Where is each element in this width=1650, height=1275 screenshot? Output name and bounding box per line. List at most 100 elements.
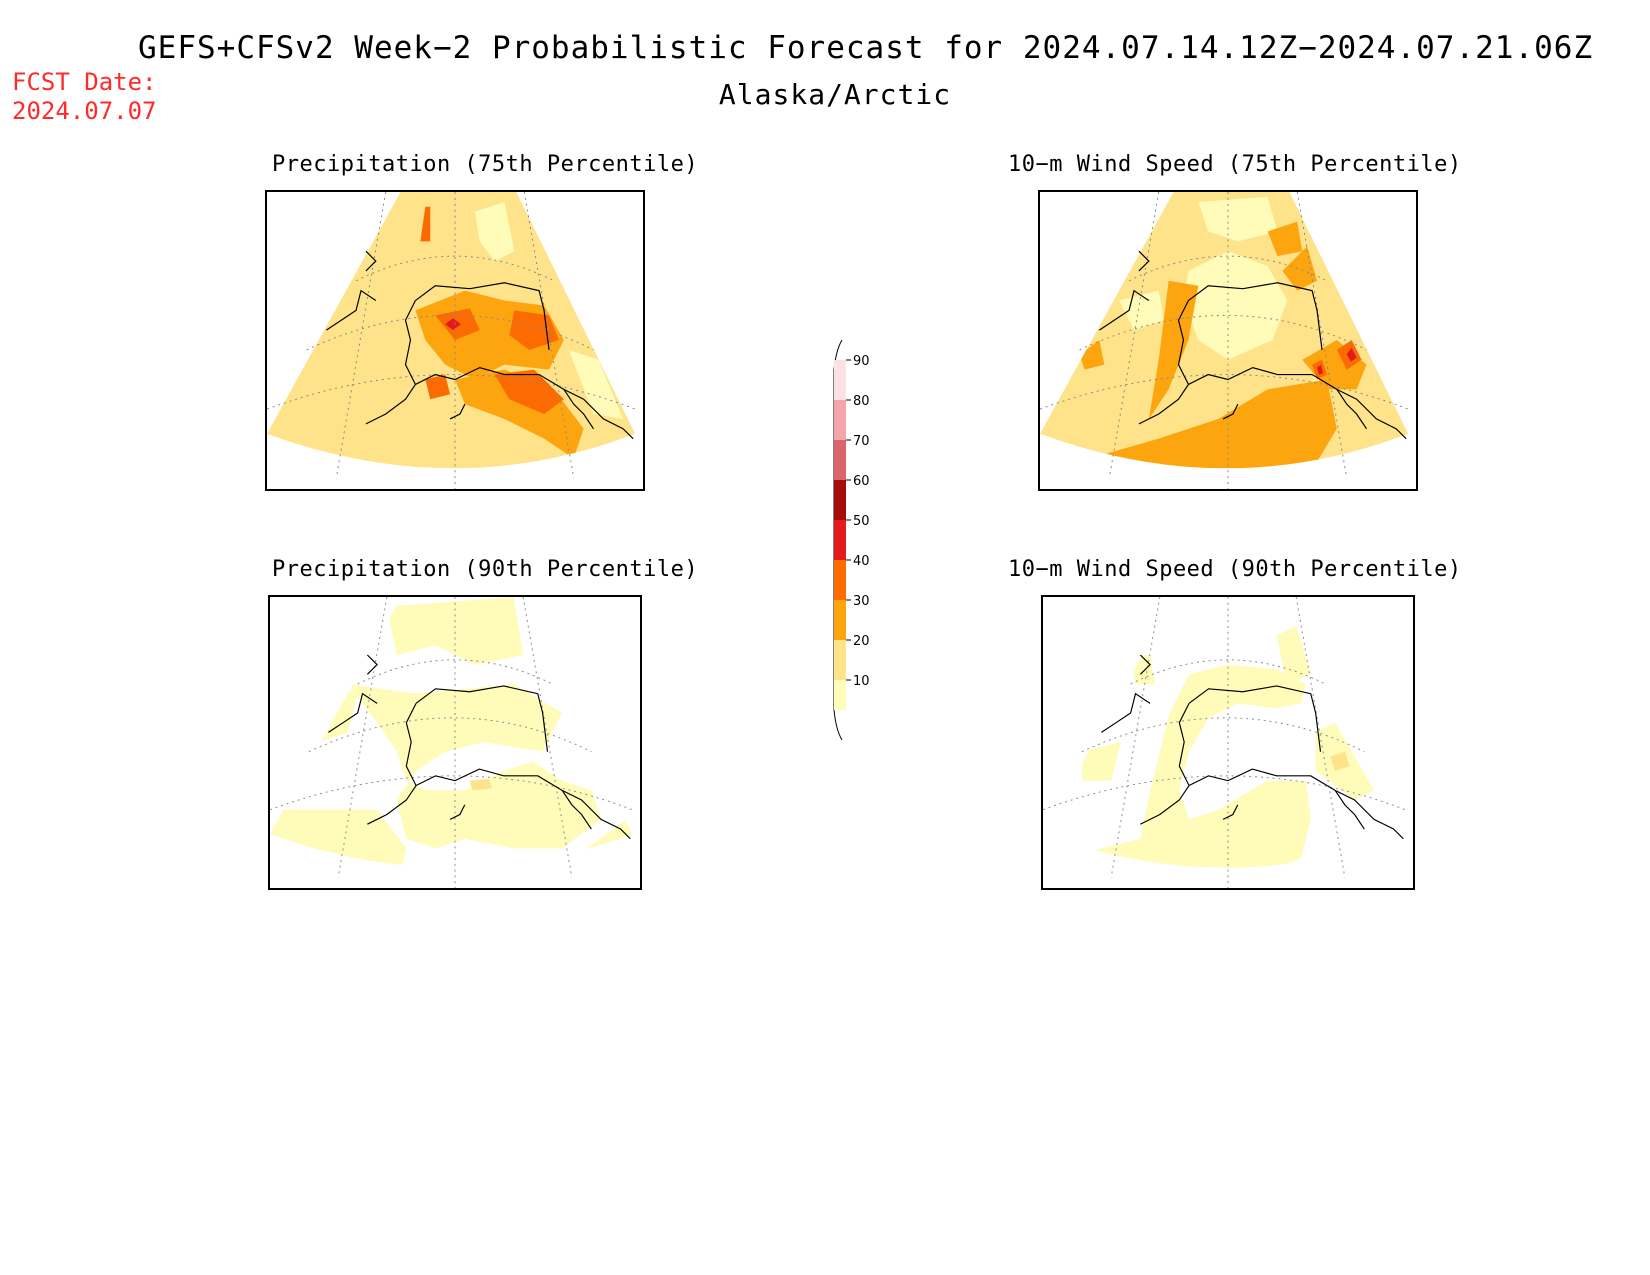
map-shape [1296, 192, 1348, 479]
forecast-date-block: FCST Date: 2024.07.07 [12, 68, 157, 126]
map-shape [386, 597, 524, 665]
map-shape [1138, 250, 1150, 272]
map-shape [532, 809, 633, 868]
map-shape [365, 300, 417, 425]
map-shape [1139, 654, 1151, 675]
map-shape [449, 804, 466, 820]
map-shape [1222, 804, 1239, 820]
wind90-title: 10−m Wind Speed (90th Percentile) [1008, 557, 1462, 582]
map-shape [1276, 626, 1311, 685]
map-shape [1043, 775, 1406, 811]
colorbar-swatch-30 [834, 600, 846, 640]
main-title: GEFS+CFSv2 Week−2 Probabilistic Forecast… [138, 30, 1594, 66]
map-shape [561, 790, 592, 830]
map-shape [1188, 367, 1407, 440]
map-shape [425, 374, 451, 400]
map-shape [1040, 374, 1409, 410]
map-shape [1108, 192, 1160, 479]
colorbar-label-50: 50 [853, 514, 870, 529]
map-shape [357, 659, 553, 685]
colorbar-swatch-90 [834, 360, 846, 400]
colorbar-swatch-80 [834, 400, 846, 440]
wind90-map [1041, 595, 1415, 890]
map-shape [1101, 692, 1151, 733]
map-shape [267, 374, 636, 410]
map-shape [1188, 282, 1323, 350]
map-shape [355, 255, 555, 282]
map-shape [563, 389, 595, 430]
map-shape [1081, 742, 1121, 781]
colorbar-label-40: 40 [853, 554, 870, 569]
wind75-title: 10−m Wind Speed (75th Percentile) [1008, 152, 1462, 177]
map-shape [1089, 379, 1337, 469]
forecast-date-label: FCST Date: [12, 68, 157, 96]
map-shape [420, 206, 431, 242]
map-shape [469, 778, 492, 791]
map-shape [1336, 389, 1368, 430]
forecast-date-value: 2024.07.07 [12, 97, 157, 125]
map-shape [1188, 768, 1404, 840]
map-shape [326, 289, 377, 331]
map-shape [1334, 790, 1365, 830]
map-shape [270, 809, 407, 868]
map-shape [1128, 255, 1328, 282]
map-shape [415, 367, 634, 440]
map-shape [445, 318, 461, 331]
map-shape [1188, 685, 1322, 752]
map-shape [1317, 364, 1323, 375]
map-shape [1119, 290, 1164, 331]
probability-colorbar: 10 20 30 40 50 60 70 80 90 [820, 330, 900, 750]
map-shape [568, 349, 624, 419]
map-shape [1346, 347, 1357, 362]
map-shape [415, 768, 631, 840]
map-shape [1110, 597, 1161, 878]
map-shape [365, 250, 377, 272]
colorbar-label-10: 10 [853, 674, 870, 689]
map-shape [366, 654, 378, 675]
map-shape [1148, 280, 1199, 419]
wind75-map [1038, 190, 1418, 491]
map-shape [335, 192, 387, 479]
map-shape [523, 192, 575, 479]
colorbar-swatch-40 [834, 560, 846, 600]
colorbar-label-60: 60 [853, 474, 870, 489]
colorbar-shape [846, 359, 851, 681]
region-subtitle: Alaska/Arctic [718, 78, 952, 111]
precip90-map [268, 595, 642, 890]
colorbar-swatch-70 [834, 440, 846, 480]
map-shape [1062, 664, 1311, 868]
precip75-title: Precipitation (75th Percentile) [272, 152, 699, 177]
colorbar-swatch-50 [834, 520, 846, 560]
map-shape [328, 692, 378, 733]
colorbar-label-20: 20 [853, 634, 870, 649]
map-shape [367, 703, 417, 825]
map-shape [1140, 703, 1190, 825]
map-shape [509, 310, 559, 350]
colorbar-label-30: 30 [853, 594, 870, 609]
colorbar-swatch-20 [834, 640, 846, 680]
precip75-map [265, 190, 645, 491]
map-shape [415, 282, 550, 350]
map-shape [337, 597, 388, 878]
colorbar-swatch-10 [834, 680, 846, 710]
map-shape [494, 369, 564, 415]
map-shape [1079, 340, 1105, 370]
map-shape [1183, 251, 1288, 360]
map-shape [449, 403, 466, 420]
colorbar-label-70: 70 [853, 434, 870, 449]
map-shape [1138, 300, 1190, 425]
map-shape [522, 597, 573, 878]
map-shape [1222, 403, 1239, 420]
colorbar-label-80: 80 [853, 394, 870, 409]
precip90-title: Precipitation (90th Percentile) [272, 557, 699, 582]
map-shape [270, 775, 633, 811]
map-shape [415, 685, 549, 752]
colorbar-swatch-60 [834, 480, 846, 520]
map-shape [1099, 289, 1150, 331]
map-shape [1330, 751, 1350, 772]
map-shape [1267, 221, 1303, 257]
map-shape [347, 684, 602, 849]
map-shape [474, 201, 515, 262]
map-shape [1198, 196, 1278, 242]
map-shape [1130, 659, 1326, 685]
